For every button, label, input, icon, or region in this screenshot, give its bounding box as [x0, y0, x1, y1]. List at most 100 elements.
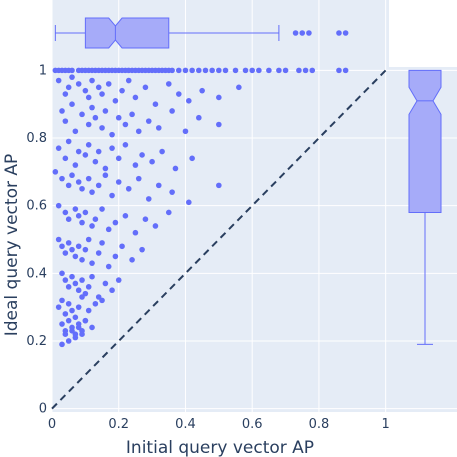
data-point	[59, 243, 65, 250]
data-point	[89, 104, 95, 111]
data-point	[55, 145, 62, 151]
data-point	[199, 87, 205, 94]
data-point	[99, 125, 105, 131]
data-point	[62, 209, 69, 216]
data-point	[115, 179, 122, 185]
data-point	[82, 246, 89, 253]
data-point	[149, 158, 155, 165]
data-point	[65, 182, 72, 189]
data-point	[85, 236, 92, 243]
data-point	[119, 243, 125, 250]
x-tick-label: 1	[382, 417, 390, 432]
data-point	[59, 175, 65, 182]
data-point	[216, 182, 222, 189]
data-point	[216, 121, 222, 128]
data-point	[69, 307, 75, 314]
scatter-points	[52, 67, 349, 348]
data-point	[62, 331, 69, 338]
x-tick-label: 0	[48, 417, 56, 432]
data-point	[95, 84, 102, 91]
data-point	[115, 155, 122, 162]
data-point	[112, 98, 119, 104]
data-point	[95, 250, 102, 256]
data-point	[99, 297, 105, 304]
data-point	[142, 216, 149, 223]
data-point	[202, 67, 209, 74]
data-point	[102, 165, 109, 172]
data-point	[336, 67, 342, 74]
data-point	[69, 273, 75, 280]
data-point	[122, 213, 129, 219]
data-point	[75, 287, 82, 294]
data-point	[52, 169, 59, 175]
box-body	[408, 69, 442, 213]
box-body	[84, 17, 170, 49]
data-point	[95, 148, 102, 155]
data-point	[122, 121, 129, 128]
data-point	[99, 240, 105, 246]
data-point	[65, 138, 72, 145]
data-point	[242, 67, 249, 74]
data-point	[115, 114, 122, 121]
data-point	[92, 300, 99, 307]
data-point	[59, 108, 65, 114]
data-point	[72, 280, 79, 287]
data-point	[75, 243, 82, 250]
data-point	[222, 67, 229, 74]
data-point	[152, 223, 159, 229]
data-point	[65, 84, 72, 91]
data-point	[169, 67, 175, 74]
y-tick-labels: 0 0.2 0.4 0.6 0.8 1	[26, 63, 47, 416]
data-point	[135, 175, 142, 182]
data-point	[105, 81, 112, 87]
outlier-point	[306, 30, 312, 36]
data-point	[89, 260, 95, 266]
data-point	[102, 172, 109, 179]
data-point	[276, 67, 282, 74]
data-point	[139, 152, 145, 158]
data-point	[65, 284, 72, 290]
data-point	[172, 165, 179, 172]
data-point	[282, 67, 289, 74]
data-point	[105, 226, 112, 233]
x-tick-label: 0.8	[309, 417, 330, 432]
y-tick-label: 1	[39, 63, 47, 78]
outlier-point	[342, 30, 349, 36]
outlier-point	[336, 30, 342, 36]
data-point	[62, 311, 69, 317]
data-point	[72, 206, 79, 212]
data-point	[75, 324, 82, 331]
data-point	[132, 229, 139, 236]
data-point	[189, 67, 195, 74]
data-point	[266, 67, 272, 74]
data-point	[55, 202, 62, 209]
data-point	[85, 175, 92, 182]
data-point	[296, 67, 302, 74]
data-point	[186, 98, 192, 104]
data-point	[79, 111, 85, 118]
y-axis-title: Ideal query vector AP	[2, 154, 22, 337]
y-marginal-boxplot	[389, 69, 457, 410]
y-tick-label: 0.8	[26, 131, 47, 146]
data-point	[135, 128, 142, 135]
data-point	[89, 223, 95, 229]
data-point	[62, 155, 69, 162]
data-point	[159, 148, 165, 155]
data-point	[249, 67, 255, 74]
data-point	[69, 67, 75, 74]
outlier-point	[299, 30, 306, 36]
data-point	[196, 114, 202, 121]
data-point	[59, 270, 65, 277]
data-point	[72, 128, 79, 135]
data-point	[79, 219, 85, 226]
data-point	[115, 277, 122, 283]
data-point	[65, 317, 72, 324]
data-point	[75, 304, 82, 310]
data-point	[216, 94, 222, 101]
data-point	[182, 67, 189, 74]
y-tick-label: 0.2	[26, 334, 47, 349]
data-point	[85, 121, 92, 128]
data-point	[232, 67, 239, 74]
data-point	[139, 246, 145, 253]
data-point	[132, 94, 139, 101]
